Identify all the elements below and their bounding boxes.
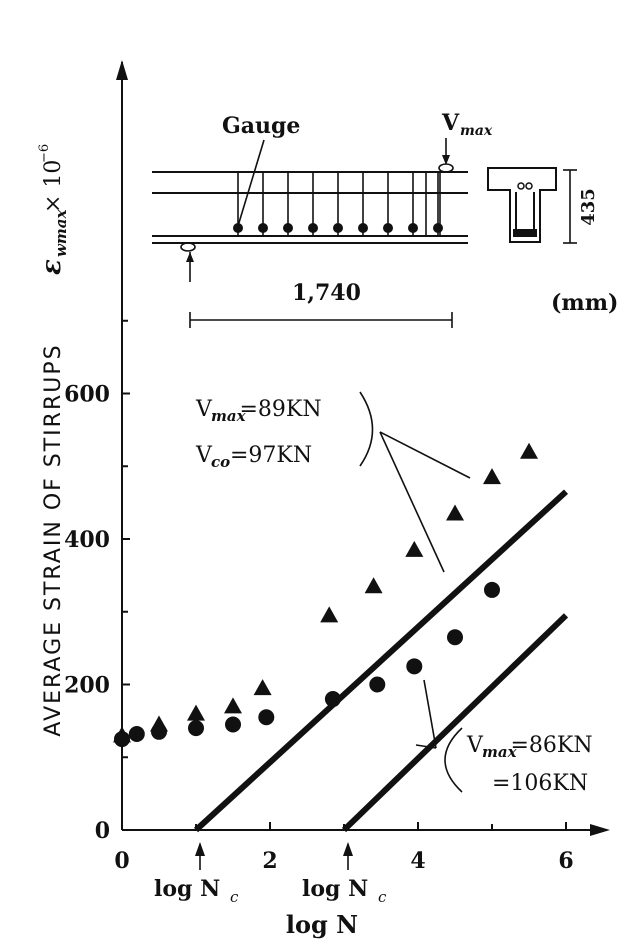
ticks: 0 200 400 600 0 2 4 6 [64, 319, 574, 874]
triangle-point [520, 442, 538, 459]
triangle-point [483, 468, 501, 485]
annotation-brace [444, 727, 463, 793]
circle-point [369, 676, 386, 693]
gauge-dot [233, 223, 243, 233]
gauge-dot [283, 223, 293, 233]
triangle-point [446, 504, 464, 521]
y-axis-label: AVERAGE STRAIN OF STIRRUPS [41, 343, 66, 736]
triangle-point [364, 577, 383, 594]
annotation-leader [379, 431, 445, 573]
annotation-v: V [466, 733, 484, 758]
annotation-value: =106KN [492, 771, 588, 796]
y-tick-label: 400 [64, 527, 110, 553]
annotation-leader [415, 744, 437, 749]
unit-label: (mm) [551, 290, 618, 316]
triangle-point [187, 704, 205, 721]
annotation-v: V [195, 443, 213, 468]
annotation-v: V [195, 397, 213, 422]
circle-point [484, 581, 500, 598]
x-markers: log N c log N c [154, 842, 387, 906]
circle-point [324, 691, 341, 708]
circle-point [258, 709, 275, 726]
lognc-sub: c [378, 888, 387, 906]
y-axis-label-text: AVERAGE STRAIN OF STIRRUPS [41, 343, 66, 736]
circle-point [225, 716, 241, 733]
gauge-dot [333, 223, 343, 233]
gauge-dot [383, 223, 393, 233]
y-tick-label: 600 [64, 382, 110, 408]
left-support [180, 242, 196, 252]
axes [116, 60, 610, 836]
triangle-point [405, 540, 424, 557]
gauge-dot [308, 223, 318, 233]
lognc-label: log N [154, 876, 220, 902]
vmax-label: V [441, 110, 460, 136]
annotation-leader [423, 679, 437, 749]
t-section-bars [513, 229, 537, 237]
y-symbol-sub: wmax [52, 208, 70, 257]
load-arrowhead [442, 155, 450, 165]
vmax-sub: max [460, 123, 493, 139]
lognc-arrowhead [343, 842, 353, 856]
triangle-point [224, 697, 242, 714]
trend-line-1 [193, 489, 569, 833]
y-tick-label: 200 [64, 673, 110, 699]
y-unit-exp: −6 [37, 144, 52, 163]
gauge-dot [408, 223, 418, 233]
triangle-point [253, 679, 272, 696]
x-tick-label: 4 [410, 848, 425, 874]
beam-diagram: Gauge V max 1,740 435 (mm) [152, 110, 618, 328]
x-axis-arrowhead [590, 824, 610, 836]
gauge-dot [433, 223, 443, 233]
annotation-sub: co [211, 453, 230, 471]
triangle-point [320, 606, 339, 623]
circle-point [128, 725, 145, 742]
circle-point [188, 720, 204, 737]
lognc-sub: c [230, 888, 239, 906]
y-symbol: ε [37, 259, 67, 275]
gauge-dot [358, 223, 368, 233]
annotation-value: =97KN [230, 443, 312, 468]
annotation-value: =86KN [511, 733, 593, 758]
x-tick-label: 2 [262, 848, 277, 874]
fit-lines [193, 489, 569, 833]
annotation-brace [359, 391, 374, 467]
gauge-label: Gauge [222, 113, 300, 139]
x-axis-label: log N [286, 910, 358, 939]
circle-point [447, 629, 463, 646]
t-section [487, 167, 557, 243]
x-tick-label: 6 [558, 848, 573, 874]
annotation-sub: max [211, 407, 247, 425]
annotation-value: =89KN [240, 397, 322, 422]
height-label: 435 [578, 188, 599, 226]
span-label: 1,740 [292, 280, 361, 306]
circle-point [151, 723, 167, 740]
gauge-dot [258, 223, 268, 233]
trend-line-2 [341, 613, 569, 833]
annotation-sub: max [482, 743, 518, 761]
y-unit: × 10 [41, 160, 66, 213]
left-reaction-arrowhead [186, 252, 194, 262]
load-plate [438, 163, 454, 173]
gauge-leader [237, 139, 265, 227]
circle-point [406, 658, 423, 675]
annotation-leader [379, 431, 471, 479]
lognc-arrowhead [195, 842, 205, 856]
circle-point [114, 731, 130, 748]
y-tick-label: 0 [95, 818, 110, 844]
y-axis-arrowhead [116, 60, 128, 80]
lognc-label: log N [302, 876, 368, 902]
stirrups [233, 172, 443, 236]
y-axis-symbol: ε wmax × 10 −6 [37, 144, 70, 275]
data-points [113, 442, 538, 748]
x-tick-label: 0 [114, 848, 129, 874]
